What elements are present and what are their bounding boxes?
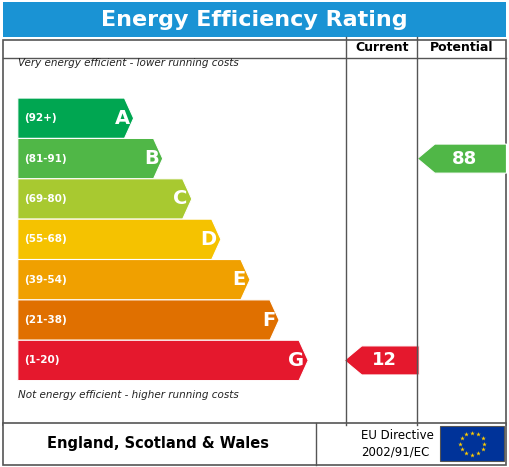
Polygon shape bbox=[18, 260, 250, 300]
Text: 88: 88 bbox=[452, 149, 477, 168]
Polygon shape bbox=[18, 138, 163, 179]
Polygon shape bbox=[345, 346, 419, 375]
Bar bbox=[440, 426, 504, 461]
Text: C: C bbox=[174, 190, 188, 208]
Text: G: G bbox=[288, 351, 304, 370]
Text: Energy Efficiency Rating: Energy Efficiency Rating bbox=[101, 10, 408, 30]
Text: (92+): (92+) bbox=[24, 113, 56, 123]
Text: (69-80): (69-80) bbox=[24, 194, 67, 204]
Text: Potential: Potential bbox=[430, 42, 494, 54]
Polygon shape bbox=[18, 340, 308, 381]
Text: Very energy efficient - lower running costs: Very energy efficient - lower running co… bbox=[18, 58, 239, 68]
Bar bbox=[3, 423, 506, 465]
Text: England, Scotland & Wales: England, Scotland & Wales bbox=[47, 436, 269, 451]
Polygon shape bbox=[18, 300, 279, 340]
Text: A: A bbox=[115, 109, 130, 128]
Text: Not energy efficient - higher running costs: Not energy efficient - higher running co… bbox=[18, 389, 239, 400]
Polygon shape bbox=[417, 144, 506, 173]
Bar bbox=[3, 40, 506, 425]
Text: B: B bbox=[144, 149, 159, 168]
Text: EU Directive
2002/91/EC: EU Directive 2002/91/EC bbox=[361, 429, 434, 459]
Polygon shape bbox=[18, 179, 192, 219]
Text: D: D bbox=[201, 230, 217, 249]
Text: Current: Current bbox=[355, 42, 409, 54]
Polygon shape bbox=[18, 219, 221, 260]
Text: (55-68): (55-68) bbox=[24, 234, 67, 244]
Text: (1-20): (1-20) bbox=[24, 355, 60, 365]
Polygon shape bbox=[18, 98, 134, 138]
Bar bbox=[3, 2, 506, 37]
Text: (21-38): (21-38) bbox=[24, 315, 67, 325]
Text: 12: 12 bbox=[372, 352, 397, 369]
Text: F: F bbox=[262, 311, 275, 330]
Text: (81-91): (81-91) bbox=[24, 154, 67, 163]
Text: E: E bbox=[233, 270, 246, 289]
Text: (39-54): (39-54) bbox=[24, 275, 67, 285]
